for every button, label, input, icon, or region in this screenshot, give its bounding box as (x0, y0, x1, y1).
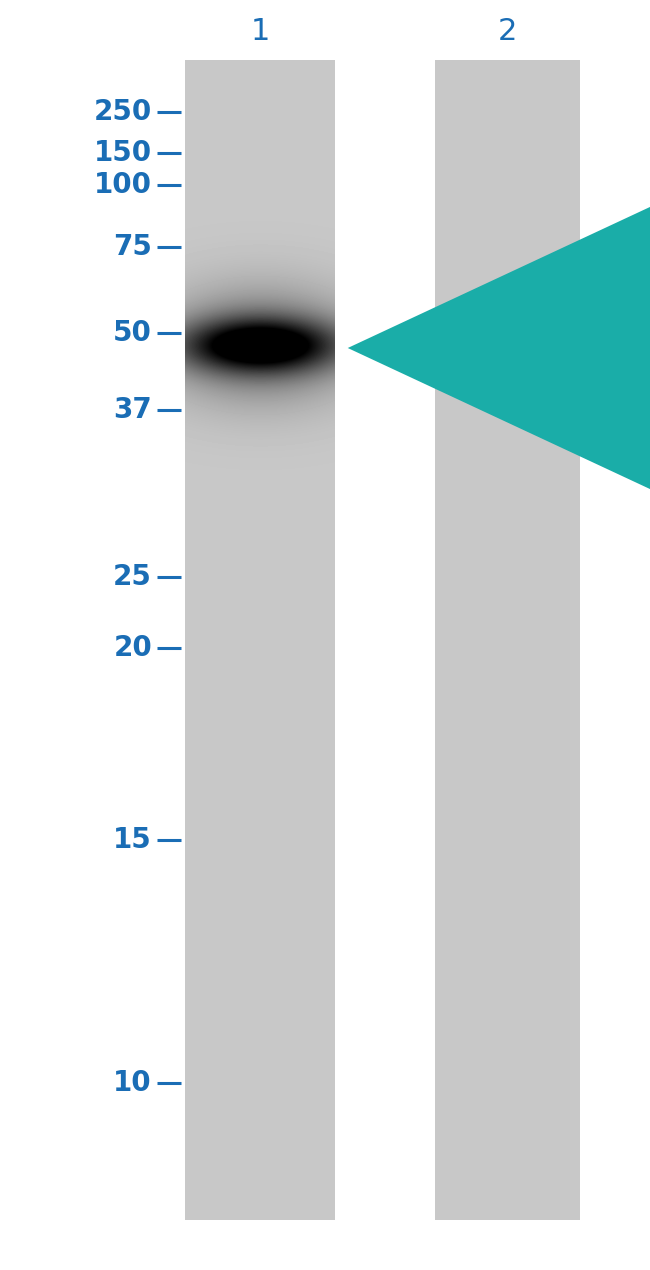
Bar (185, 60, 335, 1220)
Text: 1: 1 (250, 18, 270, 47)
Text: 37: 37 (113, 396, 152, 424)
Text: 2: 2 (498, 18, 517, 47)
Text: 50: 50 (113, 319, 152, 347)
Text: 250: 250 (94, 98, 152, 126)
Text: 100: 100 (94, 171, 152, 199)
Text: 150: 150 (94, 138, 152, 166)
Text: 20: 20 (113, 634, 152, 662)
Text: 15: 15 (113, 826, 152, 853)
Text: 25: 25 (113, 563, 152, 591)
Bar (435, 60, 580, 1220)
Text: 75: 75 (113, 232, 152, 262)
Text: 10: 10 (113, 1069, 152, 1097)
